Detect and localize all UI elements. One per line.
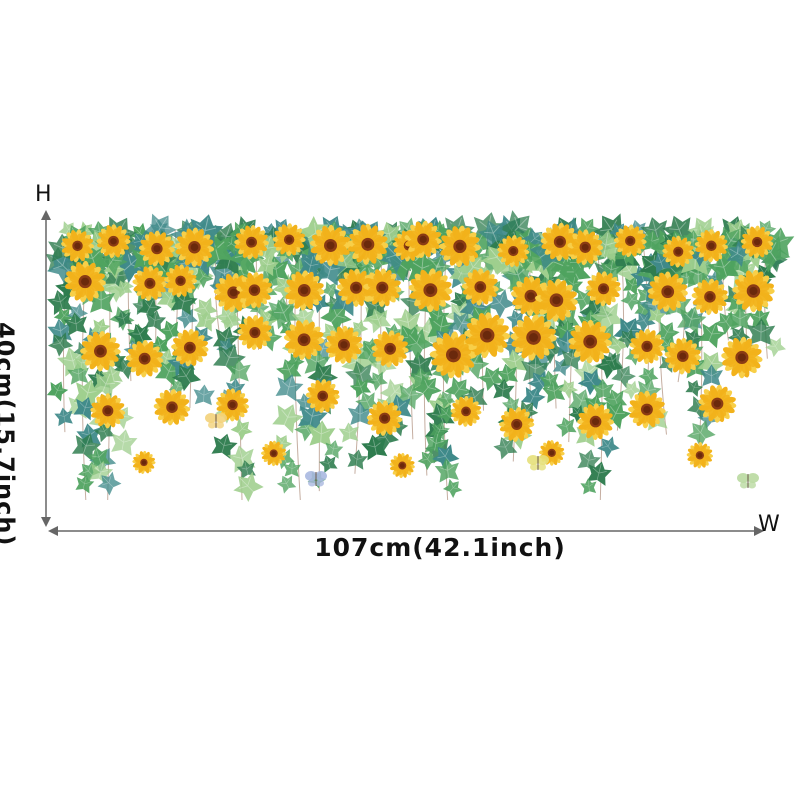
butterfly: [305, 471, 327, 487]
ivy-leaf: [346, 448, 369, 470]
sunflower: [721, 336, 763, 378]
sunflower: [687, 442, 714, 469]
ivy-leaf: [109, 427, 139, 456]
height-measurement-label: 40cm(15.7inch): [0, 322, 19, 462]
sunflower: [132, 451, 156, 475]
butterfly: [737, 473, 759, 489]
width-measurement-label: 107cm(42.1inch): [0, 533, 800, 562]
ivy-leaf: [193, 384, 215, 405]
ivy-leaf: [338, 422, 360, 443]
height-arrow-bottom: [41, 517, 51, 527]
height-axis-letter: H: [35, 182, 52, 207]
ivy-leaf: [554, 414, 578, 437]
sunflower: [389, 453, 415, 479]
butterfly: [205, 413, 227, 429]
sunflower: [154, 389, 191, 426]
height-arrow-top: [41, 210, 51, 220]
butterfly: [527, 455, 549, 471]
ivy-leaf: [45, 378, 70, 403]
